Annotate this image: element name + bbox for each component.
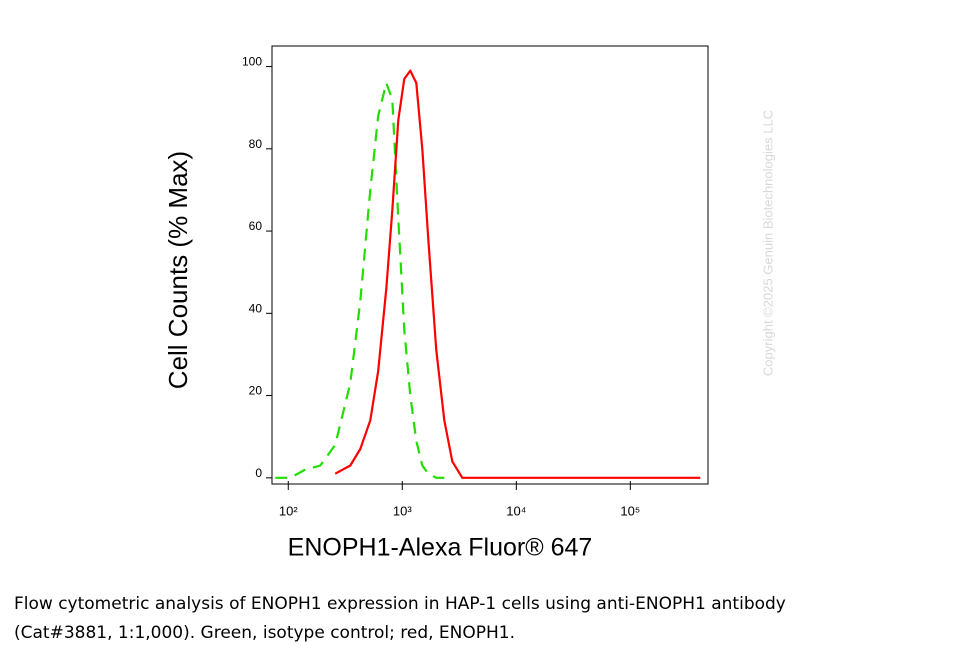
series-line — [275, 81, 445, 479]
caption-line: Flow cytometric analysis of ENOPH1 expre… — [14, 594, 786, 614]
y-tick-label: 0 — [255, 466, 262, 480]
x-tick-label: 10³ — [393, 503, 412, 518]
plot-frame — [271, 45, 709, 485]
y-tick-label: 80 — [249, 137, 263, 151]
x-axis-label: ENOPH1-Alexa Fluor® 647 — [288, 534, 593, 562]
chart: Cell Counts (% Max) ENOPH1-Alexa Fluor® … — [163, 45, 775, 562]
x-tick-label: 10⁵ — [620, 503, 640, 518]
caption-line: (Cat#3881, 1:1,000). Green, isotype cont… — [14, 623, 516, 643]
watermark: Copyright ©2025 Genuin Biotechnologies L… — [760, 110, 775, 376]
y-tick-label: 60 — [249, 219, 263, 233]
x-tick-label: 10⁴ — [506, 503, 526, 518]
series-line — [334, 69, 701, 479]
x-tick-label: 10² — [279, 503, 298, 518]
y-axis-label: Cell Counts (% Max) — [163, 151, 193, 389]
y-tick-label: 100 — [242, 55, 262, 69]
y-tick-label: 20 — [249, 384, 263, 398]
y-tick-label: 40 — [249, 301, 263, 315]
